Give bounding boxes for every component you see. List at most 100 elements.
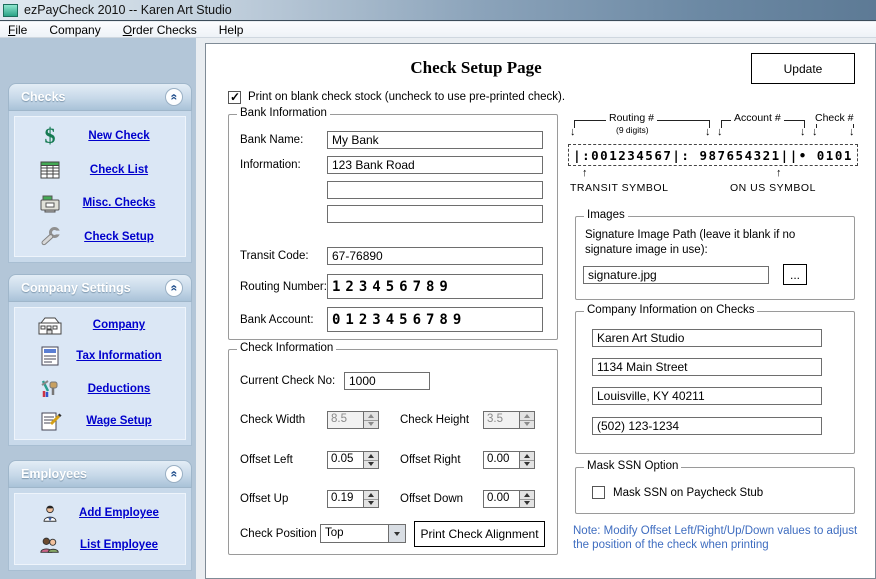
sidebar-item-company[interactable]: Company <box>15 312 185 338</box>
offset-right-label: Offset Right <box>400 454 461 466</box>
company-phone-input[interactable]: (502) 123-1234 <box>592 417 822 435</box>
sidebar-item-tax-information[interactable]: Tax Information <box>15 342 185 370</box>
onus-symbol-label: ON US SYMBOL <box>730 182 816 194</box>
section-header-employees[interactable]: Employees <box>8 460 192 488</box>
spinner-buttons[interactable] <box>519 412 534 428</box>
signature-path-input[interactable]: signature.jpg <box>583 266 769 284</box>
menu-file[interactable]: File <box>8 22 28 37</box>
micr-line: |:001234567|: 987654321||• 0101 <box>573 147 853 163</box>
section-body: $ New Check Check List Misc. Checks <box>14 116 186 257</box>
mask-ssn-label: Mask SSN on Paycheck Stub <box>613 487 764 499</box>
sidebar-item-add-employee[interactable]: Add Employee <box>15 500 185 526</box>
sidebar-item-list-employee[interactable]: List Employee <box>15 532 185 558</box>
offset-up-label: Offset Up <box>240 493 289 505</box>
section-title: Employees <box>21 467 88 481</box>
spinner-buttons[interactable] <box>363 452 378 468</box>
sidebar-section-checks: Checks $ New Check Check List <box>8 83 192 263</box>
down-arrow-icon <box>717 127 723 138</box>
check-width-label: Check Width <box>240 414 306 426</box>
check-height-spinner[interactable]: 3.5 <box>483 411 535 429</box>
check-height-label: Check Height <box>400 414 470 426</box>
company-street-input[interactable]: 1134 Main Street <box>592 358 822 376</box>
offset-right-spinner[interactable]: 0.00 <box>483 451 535 469</box>
page-title: Check Setup Page <box>410 58 542 77</box>
browse-button[interactable]: ... <box>783 264 807 285</box>
down-arrow-icon <box>705 127 711 138</box>
bank-information-input-1[interactable]: 123 Bank Road <box>327 156 543 174</box>
person-icon <box>33 502 67 524</box>
routing-digits-note: (9 digits) <box>616 125 649 135</box>
dollar-icon: $ <box>33 124 67 148</box>
current-check-no-input[interactable]: 1000 <box>344 372 430 390</box>
bank-name-input[interactable]: My Bank <box>327 131 543 149</box>
menu-order-checks[interactable]: Order Checks <box>122 22 197 37</box>
menu-company[interactable]: Company <box>49 22 101 37</box>
micr-sample-diagram: Routing # (9 digits) Account # Check # |… <box>568 110 860 200</box>
bank-information-input-2[interactable] <box>327 181 543 199</box>
app-icon <box>3 3 18 17</box>
transit-code-input[interactable]: 67-76890 <box>327 247 543 265</box>
down-arrow-icon <box>812 127 818 138</box>
tools-icon <box>33 377 67 401</box>
chevron-up-icon[interactable] <box>165 465 183 483</box>
sidebar-item-deductions[interactable]: Deductions <box>15 375 185 403</box>
offset-left-spinner[interactable]: 0.05 <box>327 451 379 469</box>
wrench-icon <box>33 225 67 249</box>
sidebar-item-misc-checks[interactable]: Misc. Checks <box>15 189 185 217</box>
spinner-buttons[interactable] <box>363 412 378 428</box>
bank-account-input[interactable]: 0123456789 <box>327 307 543 332</box>
routing-number-input[interactable]: 123456789 <box>327 274 543 299</box>
spinner-buttons[interactable] <box>363 491 378 507</box>
offset-down-spinner[interactable]: 0.00 <box>483 490 535 508</box>
section-header-company-settings[interactable]: Company Settings <box>8 274 192 302</box>
check-position-dropdown[interactable]: Top <box>320 524 406 543</box>
table-icon <box>33 158 67 182</box>
sidebar-item-check-setup[interactable]: Check Setup <box>15 223 185 251</box>
sidebar-item-check-list[interactable]: Check List <box>15 156 185 184</box>
bank-information-label: Information: <box>240 159 301 171</box>
group-title: Bank Information <box>237 107 330 119</box>
up-arrow-icon <box>582 168 588 179</box>
section-title: Checks <box>21 90 66 104</box>
group-title: Mask SSN Option <box>584 460 682 472</box>
spinner-buttons[interactable] <box>519 491 534 507</box>
group-title: Check Information <box>237 342 337 354</box>
spinner-buttons[interactable] <box>519 452 534 468</box>
check-position-label: Check Position <box>240 528 317 540</box>
down-arrow-icon <box>849 127 855 138</box>
tax-document-icon <box>33 344 67 368</box>
mask-ssn-group: Mask SSN Option <box>575 460 855 514</box>
mask-ssn-checkbox[interactable] <box>592 486 605 499</box>
company-city-input[interactable]: Louisville, KY 40211 <box>592 387 822 405</box>
menubar: File Company Order Checks Help <box>0 22 876 38</box>
bank-information-input-3[interactable] <box>327 205 543 223</box>
print-blank-stock-checkbox[interactable] <box>228 90 241 104</box>
chevron-up-icon[interactable] <box>165 88 183 106</box>
update-button[interactable]: Update <box>751 53 855 84</box>
print-check-alignment-button[interactable]: Print Check Alignment <box>414 521 545 547</box>
check-width-spinner[interactable]: 8.5 <box>327 411 379 429</box>
menu-help[interactable]: Help <box>218 22 244 37</box>
offset-up-spinner[interactable]: 0.19 <box>327 490 379 508</box>
document-pencil-icon <box>33 409 67 433</box>
sidebar-item-new-check[interactable]: $ New Check <box>15 122 185 150</box>
bank-name-label: Bank Name: <box>240 134 304 146</box>
dropdown-arrow-icon[interactable] <box>388 525 405 542</box>
sidebar: Checks $ New Check Check List <box>0 38 196 579</box>
routing-hash-label: Routing # <box>606 112 657 124</box>
bank-information-group: Bank Information <box>228 107 558 340</box>
titlebar: ezPayCheck 2010 -- Karen Art Studio <box>0 0 876 21</box>
sidebar-item-wage-setup[interactable]: Wage Setup <box>15 407 185 435</box>
printer-icon <box>33 191 67 215</box>
company-name-input[interactable]: Karen Art Studio <box>592 329 822 347</box>
current-check-no-label: Current Check No: <box>240 375 336 387</box>
signature-path-label: Signature Image Path (leave it blank if … <box>585 229 796 256</box>
building-icon <box>33 314 67 336</box>
sidebar-section-company-settings: Company Settings Company Tax Information <box>8 274 192 446</box>
section-header-checks[interactable]: Checks <box>8 83 192 111</box>
offset-down-label: Offset Down <box>400 493 464 505</box>
sidebar-section-employees: Employees Add Employee List Employee <box>8 460 192 571</box>
chevron-up-icon[interactable] <box>165 279 183 297</box>
micr-line-box: |:001234567|: 987654321||• 0101 <box>568 144 858 166</box>
